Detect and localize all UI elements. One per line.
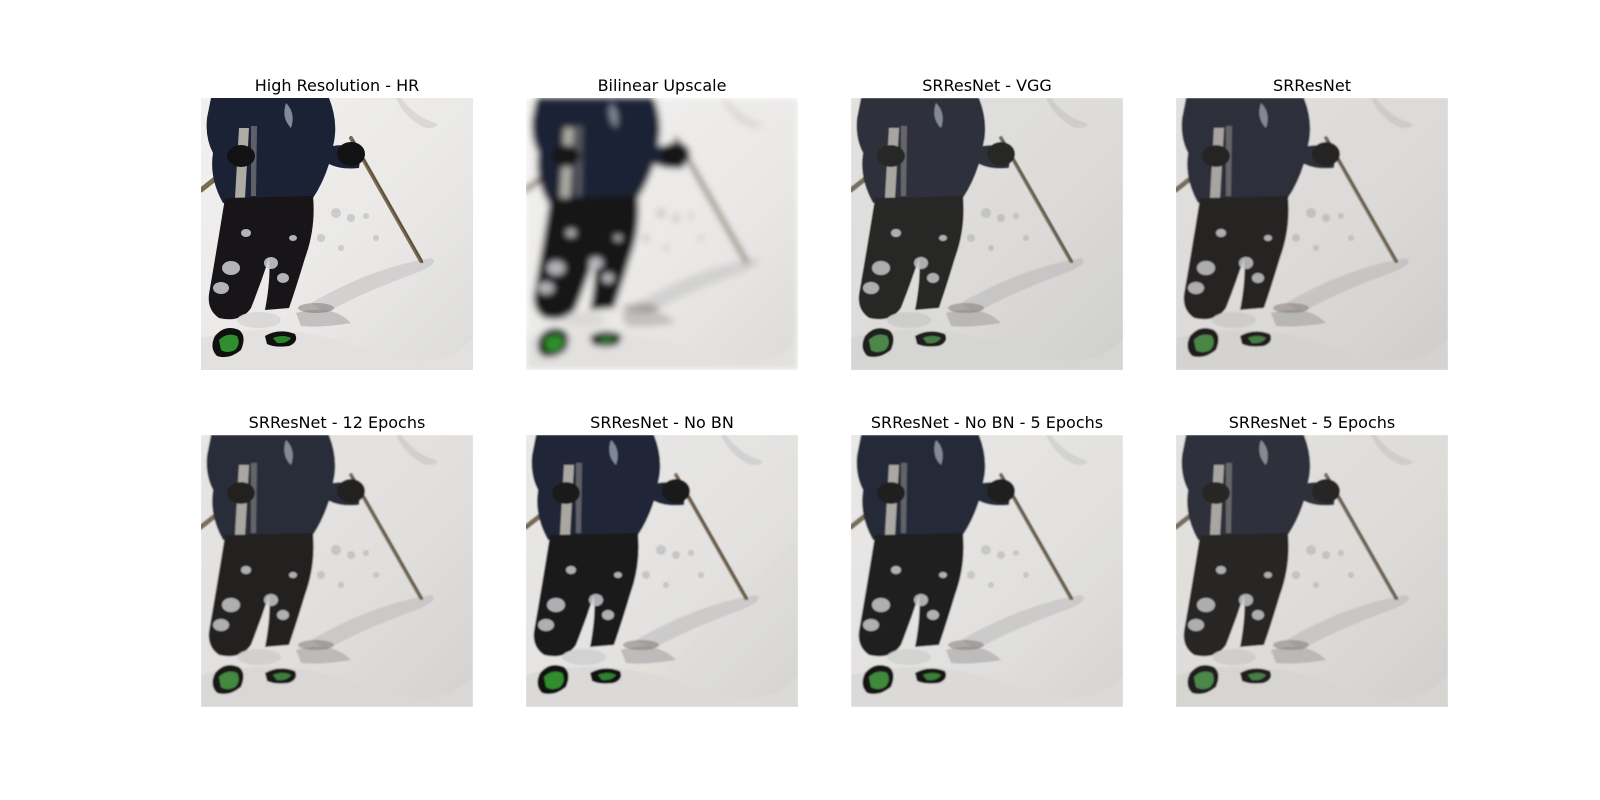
panel-title: SRResNet - No BN - 5 Epochs — [870, 413, 1104, 432]
skier-image — [201, 435, 473, 707]
panel-title: SRResNet - No BN — [590, 413, 734, 432]
skier-image — [851, 435, 1123, 707]
skier-image — [851, 98, 1123, 370]
panel-title: SRResNet - VGG — [922, 76, 1052, 95]
skier-image — [1176, 435, 1448, 707]
skier-image — [526, 435, 798, 707]
skier-image — [201, 98, 473, 370]
skier-image — [1176, 98, 1448, 370]
panel-title: SRResNet - 12 Epochs — [248, 413, 426, 432]
panel-title: SRResNet — [1273, 76, 1351, 95]
panel-title: High Resolution - HR — [254, 76, 420, 95]
panel-title: Bilinear Upscale — [597, 76, 727, 95]
skier-image — [526, 98, 798, 370]
panel-title: SRResNet - 5 Epochs — [1228, 413, 1396, 432]
